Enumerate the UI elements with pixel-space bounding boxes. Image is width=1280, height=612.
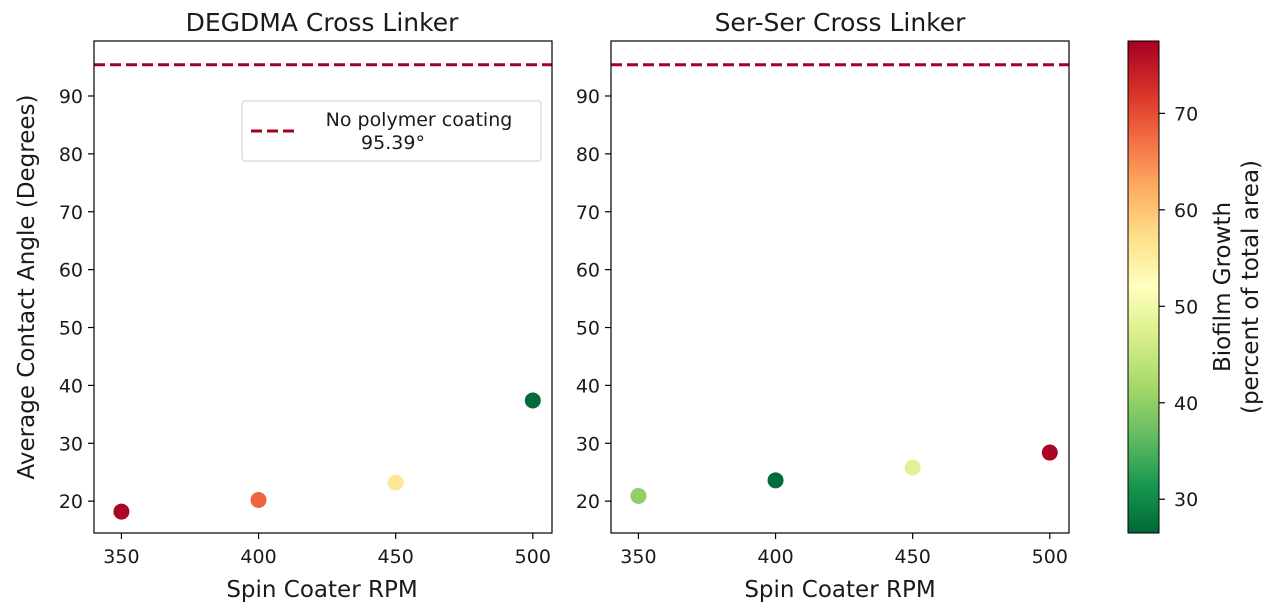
y-tick-label: 90	[576, 86, 600, 108]
y-tick-label: 40	[576, 375, 600, 397]
y-tick-label: 20	[59, 491, 83, 513]
data-point	[630, 487, 647, 504]
legend-box	[241, 100, 542, 162]
data-point	[1041, 444, 1058, 461]
y-tick-label: 80	[576, 144, 600, 166]
data-point	[904, 459, 921, 476]
colorbar-tick-label: 60	[1174, 200, 1198, 222]
panel-title: Ser-Ser Cross Linker	[715, 8, 967, 37]
colorbar-label-line1: Biofilm Growth	[1210, 202, 1236, 372]
x-tick-label: 450	[378, 546, 414, 568]
x-tick-label: 500	[1032, 546, 1068, 568]
colorbar: 30 40 50 60 70 Biofilm Growth (percent of to…	[1127, 40, 1264, 534]
data-point	[387, 474, 404, 491]
panel-title: DEGDMA Cross Linker	[186, 8, 459, 37]
data-point	[113, 503, 130, 520]
colorbar-tick-label: 50	[1174, 296, 1198, 318]
y-tick-label: 50	[576, 318, 600, 340]
x-tick-label: 400	[757, 546, 793, 568]
x-tick-label: 450	[895, 546, 931, 568]
colorbar-tick-label: 30	[1174, 489, 1198, 511]
colorbar-tick-label: 40	[1174, 393, 1198, 415]
data-point	[524, 392, 541, 409]
y-axis-label: Average Contact Angle (Degrees)	[14, 95, 40, 480]
y-tick-label: 20	[576, 491, 600, 513]
y-tick-label: 40	[59, 375, 83, 397]
y-tick-label: 90	[59, 86, 83, 108]
legend: No polymer coating 95.39°	[241, 100, 542, 162]
colorbar-gradient	[1127, 40, 1160, 534]
y-tick-label: 30	[59, 433, 83, 455]
x-axis-label: Spin Coater RPM	[744, 577, 935, 603]
plot-frame	[93, 40, 553, 534]
y-tick-label: 80	[59, 144, 83, 166]
colorbar-tick-label: 70	[1174, 103, 1198, 125]
x-tick-label: 500	[515, 546, 551, 568]
plot-frame	[610, 40, 1070, 534]
colorbar-label-line2: (percent of total area)	[1238, 160, 1264, 414]
data-point	[767, 472, 784, 489]
y-tick-label: 70	[59, 202, 83, 224]
data-point	[250, 492, 267, 509]
y-tick-label: 60	[59, 260, 83, 282]
panel-serser: Ser-Ser Cross Linker 20 30 40 50 60 70 80 90 350…	[576, 8, 1070, 603]
legend-label: No polymer coating 95.39°	[326, 109, 519, 154]
x-tick-label: 350	[103, 546, 139, 568]
panel-degdma: DEGDMA Cross Linker 20 30 40 50 60 70 80 90 350 4…	[59, 8, 553, 603]
y-tick-label: 50	[59, 318, 83, 340]
y-tick-label: 70	[576, 202, 600, 224]
y-tick-label: 30	[576, 433, 600, 455]
y-tick-label: 60	[576, 260, 600, 282]
x-tick-label: 350	[620, 546, 656, 568]
x-axis-label: Spin Coater RPM	[226, 577, 417, 603]
x-tick-label: 400	[240, 546, 276, 568]
